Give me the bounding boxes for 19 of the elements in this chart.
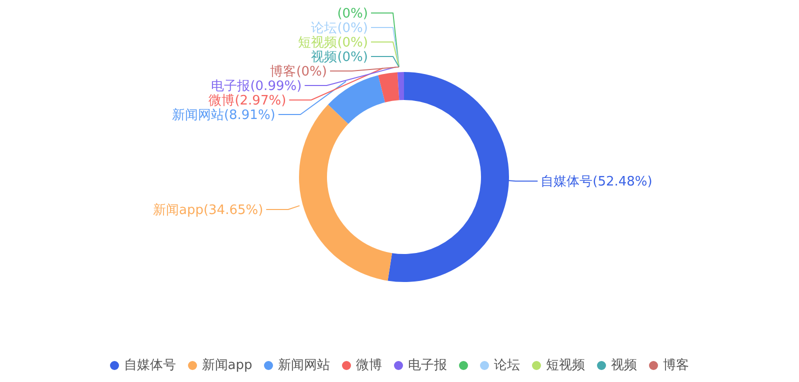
text: 短视频(0%) bbox=[298, 36, 368, 51]
data-label: 新闻app(34.65%) bbox=[152, 203, 264, 218]
text: 视频(0%) bbox=[311, 50, 368, 66]
text: (0%) bbox=[337, 6, 368, 22]
legend-label: 视频 bbox=[611, 357, 638, 374]
legend-label: 新闻网站 bbox=[278, 357, 330, 374]
data-label: 自媒体号(52.48%) bbox=[540, 174, 652, 190]
legend-label: 论坛 bbox=[494, 357, 520, 374]
data-label: 微博(2.97%) bbox=[208, 94, 286, 109]
legend-label: 新闻app bbox=[202, 357, 252, 374]
data-label: 电子报(0.99%) bbox=[211, 79, 302, 94]
text: 博客(0%) bbox=[270, 64, 328, 80]
data-label: 新闻网站(8.91%) bbox=[172, 108, 276, 124]
legend-label: 博客 bbox=[663, 357, 690, 374]
text: 论坛(0%) bbox=[311, 21, 368, 36]
legend-label: 自媒体号 bbox=[124, 357, 176, 374]
legend-label: 电子报 bbox=[408, 357, 448, 374]
legend-label: 微博 bbox=[356, 357, 382, 374]
legend-label: 短视频 bbox=[546, 357, 586, 374]
